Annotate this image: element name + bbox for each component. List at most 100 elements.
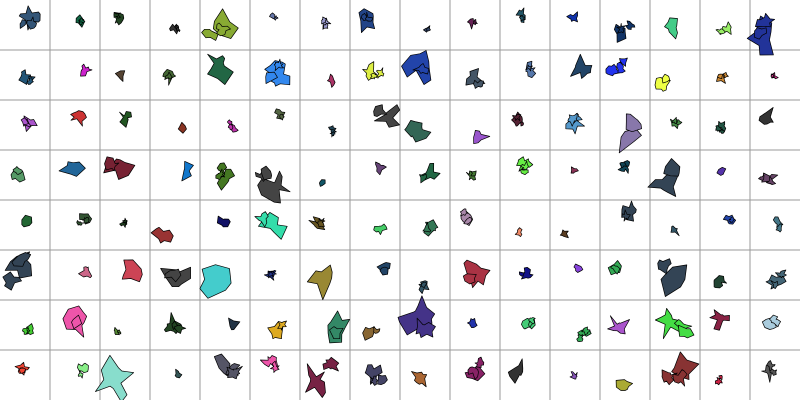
blob-fragment xyxy=(78,17,86,24)
blob-shape xyxy=(213,353,243,380)
blob-shape xyxy=(228,317,241,331)
blob-fragment xyxy=(728,216,735,223)
blob-fragment xyxy=(26,16,37,30)
blob-fragment xyxy=(473,130,491,145)
blob-fragment xyxy=(718,128,725,134)
blob-shape xyxy=(160,266,191,288)
blob-fragment xyxy=(77,370,84,379)
blob-shape xyxy=(460,208,474,226)
blob-shape xyxy=(80,63,93,77)
blob-fragment xyxy=(216,215,231,228)
blob-shape xyxy=(177,121,187,134)
blob-fragment xyxy=(80,63,93,77)
blob-fragment xyxy=(321,16,327,25)
blob-fragment xyxy=(566,11,578,23)
blob-fragment xyxy=(373,223,388,235)
blob-shape xyxy=(713,275,728,289)
blob-shape xyxy=(376,262,391,276)
blob-shape xyxy=(570,166,579,174)
blob-shape xyxy=(264,58,291,87)
blob-shape xyxy=(761,360,778,383)
blob-fragment xyxy=(422,222,432,233)
blob-fragment xyxy=(769,314,781,328)
blob-fragment xyxy=(164,71,173,80)
blob-shape xyxy=(605,57,628,77)
blob-shape xyxy=(565,112,585,135)
blob-shape xyxy=(664,17,678,40)
blob-shape xyxy=(95,354,135,400)
blob-fragment xyxy=(19,19,27,29)
blob-shape xyxy=(58,161,86,177)
blob-fragment xyxy=(615,379,633,391)
blob-fragment xyxy=(116,329,122,335)
blob-shape xyxy=(358,8,376,33)
blob-fragment xyxy=(265,71,278,84)
blob-fragment xyxy=(315,217,325,228)
blob-fragment xyxy=(520,169,529,176)
blob-shape xyxy=(10,166,26,183)
blob-fragment xyxy=(576,333,584,343)
blob-fragment xyxy=(663,158,681,177)
blob-shape xyxy=(465,68,486,89)
blob-shape xyxy=(201,8,239,41)
blob-shape xyxy=(70,110,87,127)
blob-shape xyxy=(569,371,578,380)
blob-fragment xyxy=(364,11,374,22)
blob-fragment xyxy=(675,119,683,125)
blob-fragment xyxy=(664,17,678,40)
blob-fragment xyxy=(373,326,381,334)
blob-fragment xyxy=(376,67,385,78)
blob-shape xyxy=(22,323,34,335)
blob-shape xyxy=(254,211,288,240)
blob-shape xyxy=(62,305,88,338)
blob-shape xyxy=(114,70,126,82)
blob-shape xyxy=(518,266,534,280)
blob-shape xyxy=(772,216,784,233)
blob-fragment xyxy=(755,12,776,28)
blob-fragment xyxy=(463,216,473,225)
blob-fragment xyxy=(404,120,432,143)
blob-fragment xyxy=(528,321,533,328)
blob-shape xyxy=(618,113,642,154)
blob-fragment xyxy=(226,365,243,380)
blob-fragment xyxy=(173,324,187,334)
blob-shape xyxy=(576,326,592,343)
blob-shape xyxy=(654,73,671,92)
blob-fragment xyxy=(514,227,523,237)
blob-shape xyxy=(621,200,637,222)
blob-fragment xyxy=(21,214,33,228)
blob-shape xyxy=(263,269,277,281)
blob-fragment xyxy=(567,112,578,127)
blob-shape xyxy=(181,160,194,182)
blob-fragment xyxy=(467,366,479,380)
blob-shape xyxy=(113,12,125,26)
blob-fragment xyxy=(273,58,284,71)
blob-shape xyxy=(422,25,431,33)
blob-fragment xyxy=(518,14,526,22)
blob-shape xyxy=(199,264,232,299)
blob-fragment xyxy=(770,280,779,289)
blob-shape xyxy=(305,356,340,398)
blob-shape xyxy=(328,125,337,138)
blob-fragment xyxy=(573,263,584,273)
blob-fragment xyxy=(470,170,477,177)
blob-fragment xyxy=(19,367,27,374)
blob-shape xyxy=(20,115,38,132)
blob-fragment xyxy=(722,72,729,79)
blob-shape xyxy=(464,356,486,382)
blob-fragment xyxy=(412,63,430,75)
blob-fragment xyxy=(520,121,524,127)
blob-shape xyxy=(319,179,326,187)
blob-fragment xyxy=(769,368,778,376)
blob-fragment xyxy=(462,273,477,285)
blob-fragment xyxy=(181,160,194,182)
blob-shape xyxy=(670,116,683,129)
blob-shape xyxy=(259,355,280,373)
blob-shape xyxy=(613,20,636,43)
blob-fragment xyxy=(765,175,777,186)
blob-fragment xyxy=(113,12,121,19)
blob-fragment xyxy=(717,73,724,79)
blob-fragment xyxy=(657,258,672,275)
blob-shape xyxy=(269,12,279,21)
